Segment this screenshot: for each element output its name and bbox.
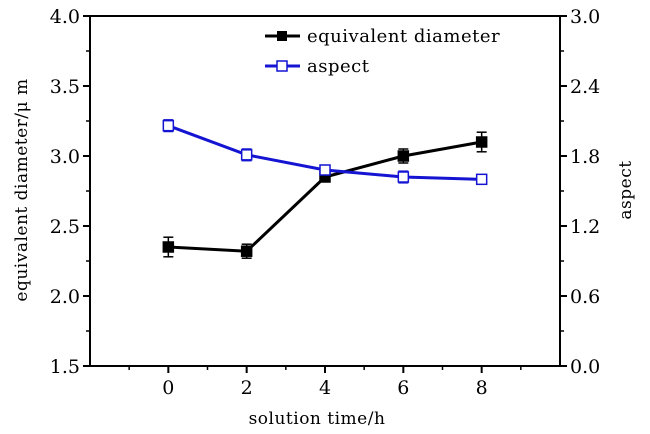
legend-marker-aspect xyxy=(276,60,288,72)
legend-label-equivalent-diameter: equivalent diameter xyxy=(307,26,500,47)
right-y-tick-label: 3.0 xyxy=(570,6,600,28)
legend: equivalent diameter aspect xyxy=(265,26,500,77)
right-y-tick-label: 0.6 xyxy=(570,286,600,308)
left-y-axis-title: equivalent diameter/μ m xyxy=(12,78,32,301)
left-y-tick-label: 2.0 xyxy=(50,286,80,308)
legend-marker-equivalent-diameter xyxy=(277,31,287,41)
right-y-tick-label: 0.0 xyxy=(570,356,600,378)
x-tick-label: 8 xyxy=(476,377,488,399)
plot-layer xyxy=(162,119,488,259)
left-y-tick-label: 1.5 xyxy=(50,356,80,378)
data-point-equivalent-diameter xyxy=(475,136,488,148)
left-y-tick-label: 4.0 xyxy=(50,6,80,28)
series-line-equivalent-diameter xyxy=(168,140,482,253)
data-point-equivalent-diameter xyxy=(162,241,175,253)
right-y-axis-title: aspect xyxy=(616,160,636,219)
data-point-aspect xyxy=(397,171,410,183)
data-point-aspect xyxy=(162,119,175,132)
right-y-tick-label: 2.4 xyxy=(570,76,600,98)
left-y-tick-label: 3.5 xyxy=(50,76,80,98)
legend-label-aspect: aspect xyxy=(307,56,370,77)
data-point-aspect xyxy=(475,173,488,186)
data-point-aspect xyxy=(240,149,253,161)
right-y-tick-label: 1.8 xyxy=(570,146,600,168)
data-point-equivalent-diameter xyxy=(397,150,410,162)
data-point-equivalent-diameter xyxy=(240,245,253,257)
left-y-tick-label: 2.5 xyxy=(50,216,80,238)
right-y-tick-label: 1.2 xyxy=(570,216,600,238)
data-point-aspect xyxy=(319,164,331,176)
x-tick-label: 2 xyxy=(241,377,253,399)
axes-layer: 0 2 4 6 8 1.5 2.0 2.5 3.0 3.5 4.0 0.0 0.6 1.2 1.8 2.4 3.… xyxy=(50,6,600,399)
left-y-tick-label: 3.0 xyxy=(50,146,80,168)
x-tick-label: 4 xyxy=(319,377,331,399)
x-axis-title: solution time/h xyxy=(249,409,386,429)
x-tick-label: 6 xyxy=(397,377,409,399)
x-tick-label: 0 xyxy=(162,377,174,399)
